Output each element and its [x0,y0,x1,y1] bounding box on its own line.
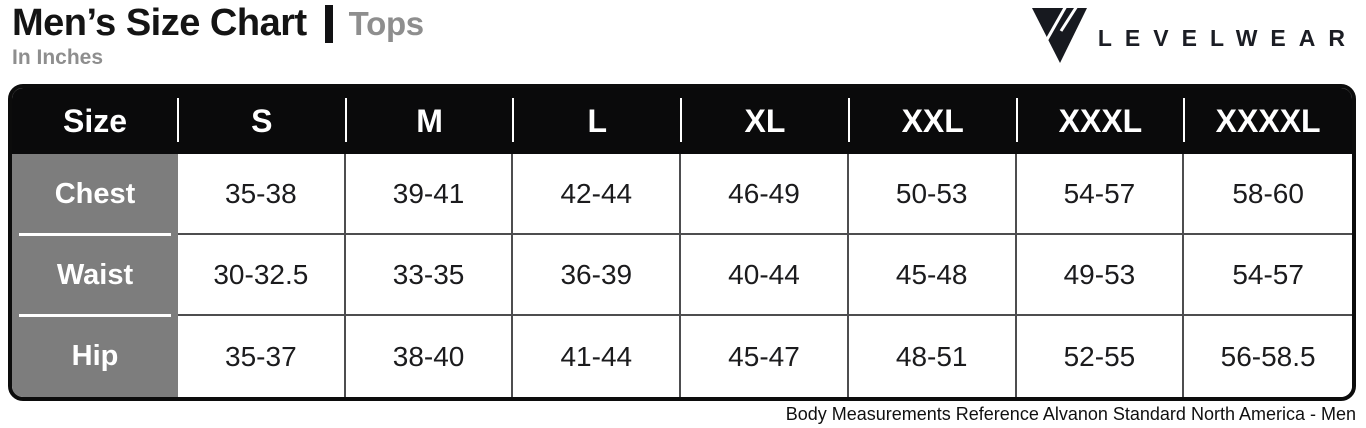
cell-waist-xxxl: 49-53 [1016,235,1185,316]
cell-waist-m: 33-35 [345,235,514,316]
cell-waist-l: 36-39 [513,235,682,316]
cell-chest-xxxl: 54-57 [1016,154,1185,235]
col-header-size: Size [12,88,179,154]
size-table-grid: Size S M L XL XXL XXXL XXXXL Chest 35-38… [12,88,1352,397]
cell-hip-m: 38-40 [345,316,514,397]
page-title: Men’s Size Chart [12,2,307,44]
cell-hip-xxxxl: 56-58.5 [1184,316,1352,397]
cell-hip-l: 41-44 [513,316,682,397]
title-divider [324,5,333,43]
levelwear-triangle-icon [1031,5,1087,63]
col-header-s: S [178,88,347,154]
row-label-waist: Waist [12,235,178,317]
col-header-xl: XL [681,88,850,154]
col-header-m: M [345,88,515,154]
row-label-hip: Hip [12,316,178,397]
cell-waist-s: 30-32.5 [178,235,346,316]
cell-hip-xxxl: 52-55 [1016,316,1185,397]
cell-chest-xxxxl: 58-60 [1184,154,1352,235]
cell-hip-xxl: 48-51 [848,316,1017,397]
col-header-l: L [513,88,682,154]
cell-waist-xl: 40-44 [681,235,849,316]
cell-chest-m: 39-41 [345,154,514,235]
col-header-xxxl: XXXL [1016,88,1185,154]
cell-chest-l: 42-44 [513,154,682,235]
cell-chest-xl: 46-49 [681,154,849,235]
cell-chest-xxl: 50-53 [848,154,1017,235]
cell-chest-s: 35-38 [178,154,346,235]
levelwear-wordmark: LEVELWEAR [1097,24,1358,51]
cell-hip-s: 35-37 [178,316,346,397]
cell-waist-xxxxl: 54-57 [1184,235,1352,316]
col-header-xxxxl: XXXXL [1184,88,1352,154]
cell-hip-xl: 45-47 [681,316,849,397]
reference-note: Body Measurements Reference Alvanon Stan… [785,404,1356,424]
units-label: In Inches [12,46,104,69]
page-subtitle: Tops [348,5,424,42]
cell-waist-xxl: 45-48 [848,235,1017,316]
levelwear-logo: LEVELWEAR [1030,4,1358,66]
col-header-xxl: XXL [848,88,1018,154]
title-row: Men’s Size Chart Tops [12,2,424,44]
row-label-chest: Chest [12,154,178,236]
page-header: Men’s Size Chart Tops In Inches LEVELWEA… [0,0,1366,82]
size-table: Size S M L XL XXL XXXL XXXXL Chest 35-38… [8,84,1356,401]
title-block: Men’s Size Chart Tops In Inches [12,2,424,70]
